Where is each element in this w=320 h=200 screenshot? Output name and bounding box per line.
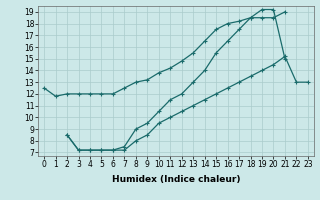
X-axis label: Humidex (Indice chaleur): Humidex (Indice chaleur) xyxy=(112,175,240,184)
